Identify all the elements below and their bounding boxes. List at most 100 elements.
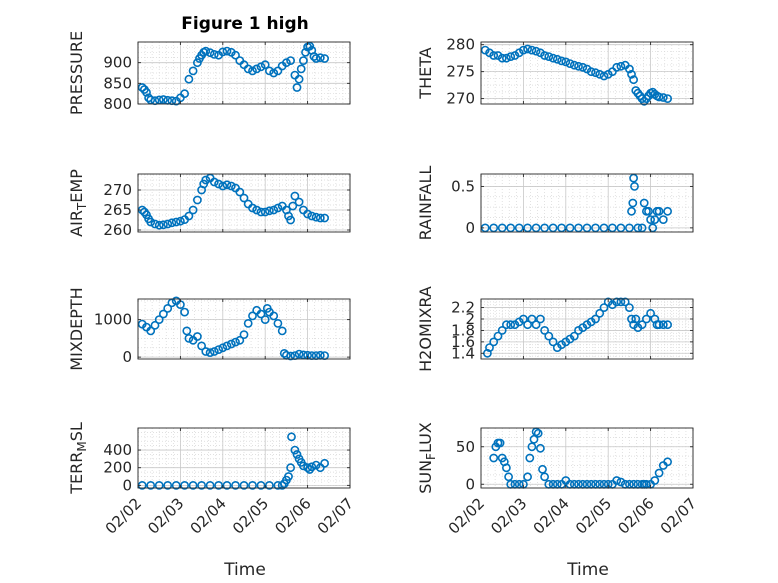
data-point: [298, 461, 308, 471]
data-point: [315, 213, 325, 223]
data-point: [565, 223, 575, 233]
y-axis-label: RAINFALL: [416, 166, 435, 241]
data-point: [231, 337, 240, 347]
data-point: [578, 62, 588, 72]
x-tick-label: 02/04: [530, 494, 573, 537]
data-point: [286, 56, 295, 65]
y-tick-label: 270: [103, 181, 132, 199]
data-point: [620, 297, 630, 307]
x-tick-label: 02/02: [102, 494, 145, 537]
data-point: [180, 89, 189, 99]
data-point: [188, 480, 198, 490]
data-point: [305, 41, 315, 51]
data-point: [292, 83, 302, 92]
data-point: [201, 347, 211, 356]
y-tick-label: 1000: [94, 311, 132, 329]
data-point: [311, 212, 321, 222]
data-point: [218, 181, 228, 191]
panel-theta: 270 275 280 THETA: [416, 36, 694, 108]
data-point: [625, 303, 634, 312]
data-point: [154, 95, 164, 105]
data-point: [311, 54, 321, 63]
data-point: [658, 93, 668, 102]
data-point: [531, 223, 541, 233]
data-point: [485, 343, 494, 352]
data-point: [197, 341, 206, 351]
data-point: [540, 223, 549, 233]
y-axis-label: H2OMIXRA: [416, 286, 435, 372]
data-point: [303, 463, 312, 473]
data-point: [599, 71, 609, 81]
data-point: [506, 223, 516, 233]
data-point: [591, 314, 600, 324]
data-point: [616, 223, 626, 233]
data-point: [540, 51, 549, 60]
data-point: [180, 480, 189, 490]
data-point: [281, 58, 291, 68]
data-point: [489, 337, 499, 347]
axes-frame: [480, 427, 694, 489]
data-point: [269, 68, 279, 78]
data-point: [243, 318, 253, 328]
y-tick-label: 0: [122, 348, 132, 366]
data-point: [489, 223, 499, 233]
data-point: [222, 180, 232, 190]
panel-sun_flux: 0 50 02/02 02/03 02/04 02/05 02/06 02/07 SUNFLUX: [416, 422, 700, 537]
panel-air_temp: 260 265 270 AIRTEMP: [67, 169, 351, 239]
data-point: [214, 345, 223, 354]
data-point: [214, 179, 223, 189]
data-point: [538, 464, 547, 474]
data-point: [599, 223, 609, 233]
data-point: [557, 56, 566, 66]
data-point: [307, 462, 317, 472]
x-tick-label: 02/02: [445, 494, 488, 537]
data-point: [290, 191, 300, 201]
data-point: [142, 88, 151, 97]
data-point: [527, 45, 537, 55]
data-point: [171, 480, 181, 490]
data-point: [523, 44, 532, 54]
data-point: [497, 223, 507, 233]
data-point: [235, 187, 245, 197]
data-point: [286, 215, 295, 225]
data-point: [292, 450, 302, 459]
data-point: [171, 217, 181, 227]
data-point: [260, 207, 270, 217]
y-tick-label: 2.2: [451, 299, 475, 317]
data-point: [218, 47, 228, 57]
data-point: [544, 52, 554, 61]
data-point: [146, 95, 156, 105]
y-tick-label: 265: [103, 201, 132, 219]
data-point: [192, 332, 202, 341]
data-point: [489, 51, 499, 60]
data-point: [663, 206, 672, 216]
data-point: [307, 211, 317, 221]
data-point: [260, 315, 270, 324]
panel-h2omixra: 1.41.61.822.2 H2OMIXRA: [416, 286, 694, 372]
data-point: [294, 349, 304, 359]
data-point: [557, 223, 566, 233]
data-point: [648, 223, 658, 233]
data-point: [658, 320, 668, 330]
data-point: [642, 314, 651, 324]
data-point: [188, 205, 198, 215]
data-point: [654, 206, 664, 216]
data-point: [284, 472, 293, 481]
data-point: [214, 480, 223, 490]
data-point: [264, 480, 274, 490]
data-point: [192, 58, 202, 68]
data-point: [627, 206, 636, 216]
data-point: [252, 64, 262, 74]
x-tick-label: 02/04: [187, 494, 230, 537]
data-point: [205, 348, 215, 357]
y-tick-label: 400: [103, 441, 132, 459]
data-point: [248, 480, 257, 490]
data-point: [235, 335, 245, 345]
data-point: [182, 326, 192, 336]
data-point: [552, 54, 562, 64]
data-point: [277, 326, 287, 336]
data-point: [256, 207, 266, 217]
y-tick-label: 0.5: [451, 177, 475, 195]
data-point: [209, 347, 219, 356]
data-point: [658, 215, 668, 224]
